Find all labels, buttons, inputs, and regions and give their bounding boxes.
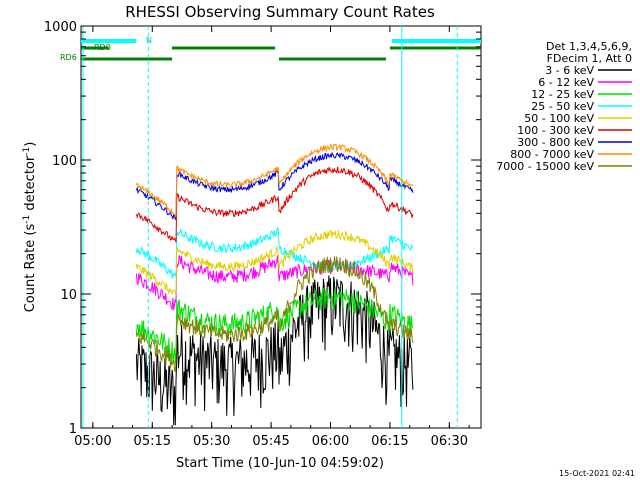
chart-title: RHESSI Observing Summary Count Rates [125,3,435,21]
rd0-label: RD0 [94,43,111,52]
series-line-4 [135,228,414,295]
y-tick-label-2: 100 [52,154,77,169]
x-axis-label: Start Time (10-Jun-10 04:59:02) [176,456,384,471]
series-line-3 [135,226,414,279]
x-tick-label-4: 06:00 [312,434,349,449]
y-tick-label-0: 1 [69,422,77,437]
legend: Det 1,3,4,5,6,9, FDecim 1, Att 0 3 - 6 k… [496,40,632,173]
legend-label-2: 12 - 25 keV [531,88,594,101]
series-layer [135,143,414,426]
rd6-label: RD6 [60,53,77,62]
legend-label-5: 100 - 300 keV [517,124,594,137]
x-tick-label-3: 05:45 [252,434,289,449]
legend-header-2: FDecim 1, Att 0 [547,52,632,65]
legend-label-0: 3 - 6 keV [545,64,594,77]
legend-header-1: Det 1,3,4,5,6,9, [546,40,632,53]
x-tick-label-5: 06:15 [371,434,408,449]
legend-label-4: 50 - 100 keV [524,112,594,125]
flag-layer [81,39,481,61]
y-axis-label: Count Rate (s-1 detector-1) [22,142,38,313]
legend-label-7: 800 - 7000 keV [510,148,594,161]
legend-label-6: 300 - 800 keV [517,136,594,149]
series-line-8 [135,256,414,373]
x-axis: 05:00 05:15 05:30 05:45 06:00 06:15 06:30 [74,26,470,449]
x-tick-label-1: 05:15 [134,434,171,449]
legend-label-8: 7000 - 15000 keV [496,160,594,173]
series-line-1 [135,255,414,311]
series-line-7 [135,143,414,218]
plot-frame [80,25,482,429]
marker-layer [82,26,458,428]
legend-label-3: 25 - 50 keV [531,100,594,113]
series-line-6 [135,151,414,221]
x-tick-label-2: 05:30 [193,434,230,449]
n-label: N [146,36,152,45]
series-line-0 [135,275,414,426]
x-tick-label-6: 06:30 [431,434,468,449]
y-tick-label-1: 10 [60,288,77,303]
y-axis: 1 10 100 1000 [44,20,481,437]
legend-label-1: 6 - 12 keV [538,76,594,89]
series-line-5 [135,166,414,243]
x-tick-label-0: 05:00 [74,434,111,449]
y-tick-label-3: 1000 [44,20,77,35]
footer-timestamp: 15-Oct-2021 02:41 [559,469,635,478]
